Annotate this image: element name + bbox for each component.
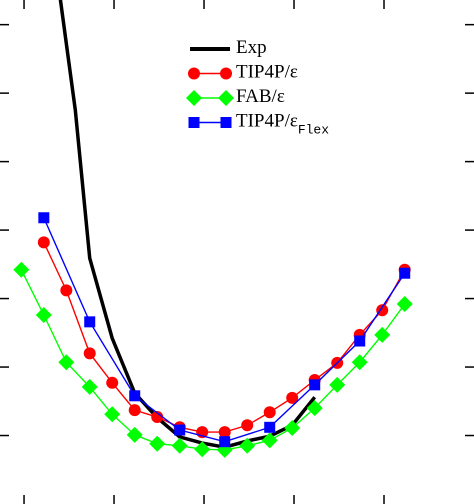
marker	[188, 117, 200, 128]
marker	[81, 378, 98, 395]
marker	[151, 411, 164, 424]
marker	[220, 67, 232, 80]
marker	[241, 419, 254, 432]
marker	[219, 436, 231, 448]
marker	[128, 404, 141, 417]
marker	[186, 90, 202, 106]
marker	[218, 426, 231, 439]
legend-subscript: Flex	[298, 123, 329, 138]
marker	[396, 296, 413, 313]
marker	[37, 236, 50, 249]
marker	[174, 424, 186, 436]
marker	[106, 376, 119, 389]
marker	[104, 406, 121, 423]
legend-name: Exp	[236, 37, 267, 58]
marker	[13, 261, 30, 278]
marker	[309, 379, 321, 391]
marker	[149, 435, 166, 452]
marker	[171, 437, 188, 454]
marker	[376, 304, 389, 317]
marker	[264, 421, 276, 433]
marker	[286, 391, 299, 404]
series-line	[43, 217, 406, 443]
marker	[261, 432, 278, 449]
marker	[126, 426, 143, 443]
marker	[129, 390, 141, 402]
marker	[84, 316, 96, 328]
marker	[220, 117, 232, 128]
legend-label: FAB/ε	[236, 86, 285, 107]
marker	[83, 347, 96, 360]
series-line	[43, 242, 406, 433]
marker	[38, 212, 50, 224]
marker	[218, 90, 234, 106]
legend-name: TIP4P/ε	[236, 111, 298, 132]
legend-label: TIP4P/εFlex	[236, 111, 329, 138]
marker	[284, 419, 301, 436]
marker	[329, 376, 346, 393]
legend-name: FAB/ε	[236, 86, 285, 107]
marker	[263, 406, 276, 419]
marker	[239, 437, 256, 454]
legend-label: TIP4P/ε	[236, 62, 298, 83]
plot-area	[13, 0, 413, 458]
legend-label: Exp	[236, 37, 267, 58]
marker	[35, 307, 52, 323]
legend-name: TIP4P/ε	[236, 62, 298, 83]
marker	[374, 326, 391, 343]
marker	[188, 67, 200, 80]
marker	[399, 267, 411, 279]
marker	[351, 354, 368, 371]
marker	[60, 284, 73, 297]
marker	[354, 335, 366, 347]
marker	[58, 354, 75, 371]
marker	[194, 441, 211, 458]
marker	[306, 400, 323, 417]
